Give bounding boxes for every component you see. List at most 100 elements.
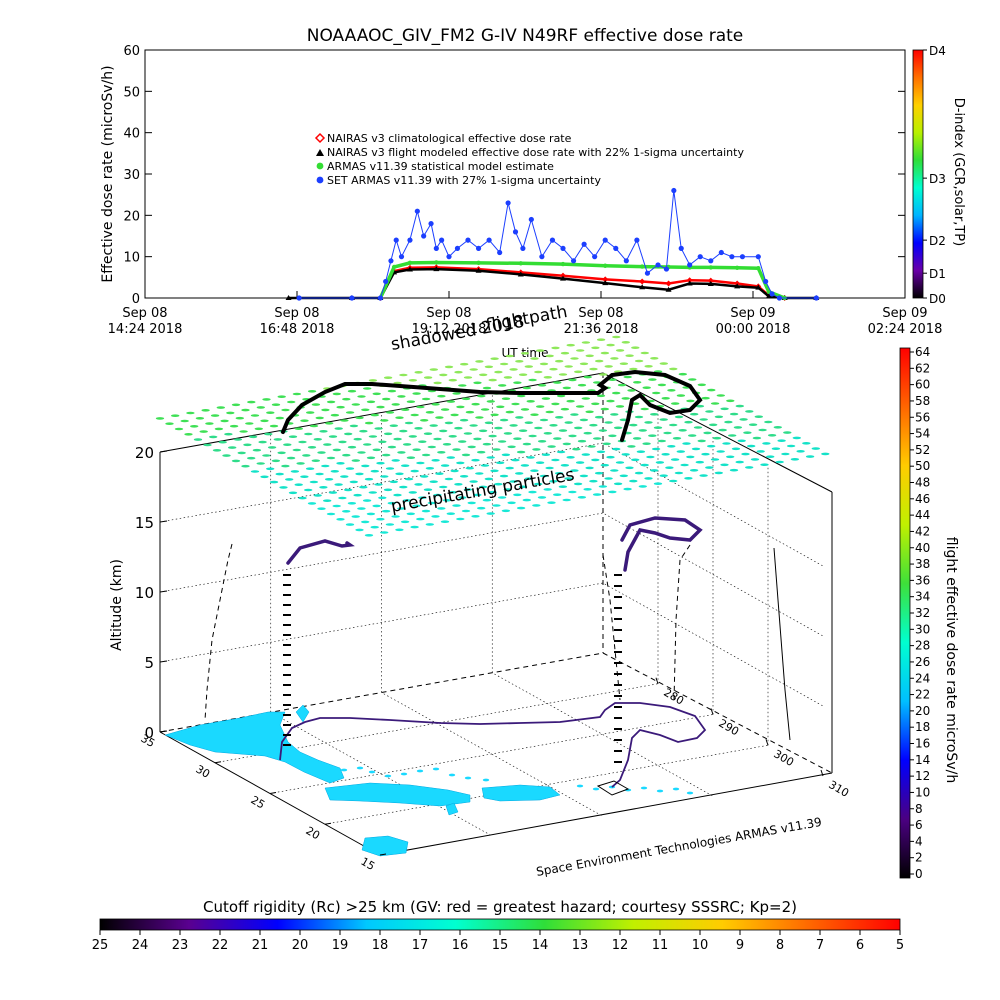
- particle-dash: [364, 534, 374, 537]
- series-point: [383, 278, 389, 285]
- particle-dash: [376, 461, 385, 465]
- particle-dash: [680, 463, 689, 467]
- particle-dash: [707, 444, 716, 448]
- legend-label: SET ARMAS v11.39 with 27% 1-sigma uncert…: [327, 174, 601, 187]
- particle-dash: [589, 423, 598, 427]
- particle-dash: [606, 455, 615, 459]
- dose-tick-label: 28: [915, 639, 930, 653]
- particle-dash: [366, 400, 376, 404]
- particle-dash: [448, 378, 457, 382]
- latitude-ticks: 15 20 25 30 35: [138, 730, 387, 873]
- series-point: [603, 263, 608, 268]
- land-region: [295, 704, 310, 723]
- particle-dash: [705, 410, 714, 413]
- particle-dash: [397, 451, 406, 454]
- particle-dash: [233, 438, 243, 441]
- particle-dash: [277, 451, 286, 455]
- particle-dash: [423, 376, 433, 379]
- particle-dash: [536, 405, 545, 408]
- latitude-tick: [214, 761, 222, 764]
- particle-dash: [209, 435, 218, 439]
- particle-dash: [444, 477, 454, 481]
- particle-dash: [539, 418, 549, 422]
- particle-dash: [469, 424, 478, 427]
- particle-dash: [262, 398, 271, 401]
- particle-dash: [437, 507, 446, 510]
- particle-dash: [340, 419, 349, 422]
- particle-dash: [391, 403, 400, 406]
- top-chart: NOAAAOC_GIV_FM2 G-IV N49RF effective dos…: [100, 26, 966, 360]
- particle-dash: [229, 424, 239, 428]
- island: [384, 774, 392, 778]
- particle-dash: [515, 360, 524, 363]
- particle-dash: [342, 397, 351, 401]
- particle-dash: [344, 432, 353, 436]
- particle-dash: [701, 396, 710, 400]
- series-point: [570, 258, 577, 264]
- particle-dash: [326, 512, 336, 516]
- series-point: [707, 280, 714, 286]
- particle-dash: [494, 482, 503, 486]
- particle-dash: [577, 439, 587, 443]
- particle-dash: [604, 421, 613, 424]
- particle-dash: [343, 488, 353, 492]
- particle-dash: [355, 416, 364, 420]
- particle-dash: [471, 458, 480, 462]
- series-point: [755, 284, 762, 290]
- particle-dash: [473, 493, 482, 497]
- dose-tick-label: 42: [915, 524, 930, 538]
- particle-dash: [551, 346, 560, 350]
- particle-dash: [442, 443, 452, 446]
- particle-dash: [450, 413, 459, 417]
- cutoff-tick-label: 6: [856, 938, 864, 953]
- longitude-tick: [765, 739, 769, 746]
- particle-dash: [496, 405, 505, 409]
- land-shading: [164, 704, 694, 857]
- particle-dash: [558, 429, 568, 432]
- particle-dash: [632, 437, 642, 440]
- particle-dash: [420, 475, 429, 478]
- cutoff-tick-label: 11: [652, 938, 669, 953]
- particle-dash: [678, 372, 687, 376]
- particle-dash: [190, 425, 199, 428]
- particle-dash: [728, 434, 737, 437]
- x-tick-label-line2: 14:24 2018: [108, 322, 183, 337]
- particle-dash: [467, 445, 476, 449]
- latitude-tick: [269, 792, 277, 794]
- particle-dash: [382, 397, 391, 401]
- particle-dash: [714, 471, 723, 475]
- particle-dash: [650, 413, 659, 416]
- particle-dash: [452, 504, 461, 507]
- particle-dash: [792, 436, 801, 440]
- particle-dash: [697, 439, 706, 443]
- particle-dash: [376, 517, 385, 521]
- particle-dash: [458, 440, 467, 443]
- particle-dash: [305, 467, 315, 471]
- particle-dash: [549, 480, 558, 483]
- particle-dash: [497, 496, 507, 499]
- series-point: [475, 245, 482, 251]
- particle-dash: [524, 365, 533, 368]
- cutoff-tick-label: 7: [816, 938, 824, 953]
- particle-dash: [600, 407, 609, 411]
- altitude-grid-line: [159, 512, 824, 637]
- cutoff-tick-label: 10: [692, 938, 709, 953]
- x-tick-label-line2: 02:24 2018: [868, 322, 943, 337]
- altitude-grid-line: [159, 442, 824, 567]
- particle-dash: [623, 375, 632, 379]
- series-point: [406, 266, 413, 272]
- series-point: [763, 278, 769, 285]
- particle-dash: [345, 467, 355, 470]
- particle-dash: [678, 429, 687, 432]
- particle-dash: [222, 454, 231, 457]
- particle-dash: [625, 466, 634, 470]
- particle-dash: [640, 463, 649, 467]
- particle-dash: [376, 405, 385, 409]
- particle-dash: [555, 359, 564, 363]
- particle-dash: [226, 411, 235, 415]
- particle-dash: [313, 494, 322, 497]
- dose-tick-label: 54: [915, 427, 930, 441]
- particle-dash: [494, 426, 503, 430]
- particle-dash: [450, 469, 459, 473]
- y-tick-label: 20: [123, 209, 140, 224]
